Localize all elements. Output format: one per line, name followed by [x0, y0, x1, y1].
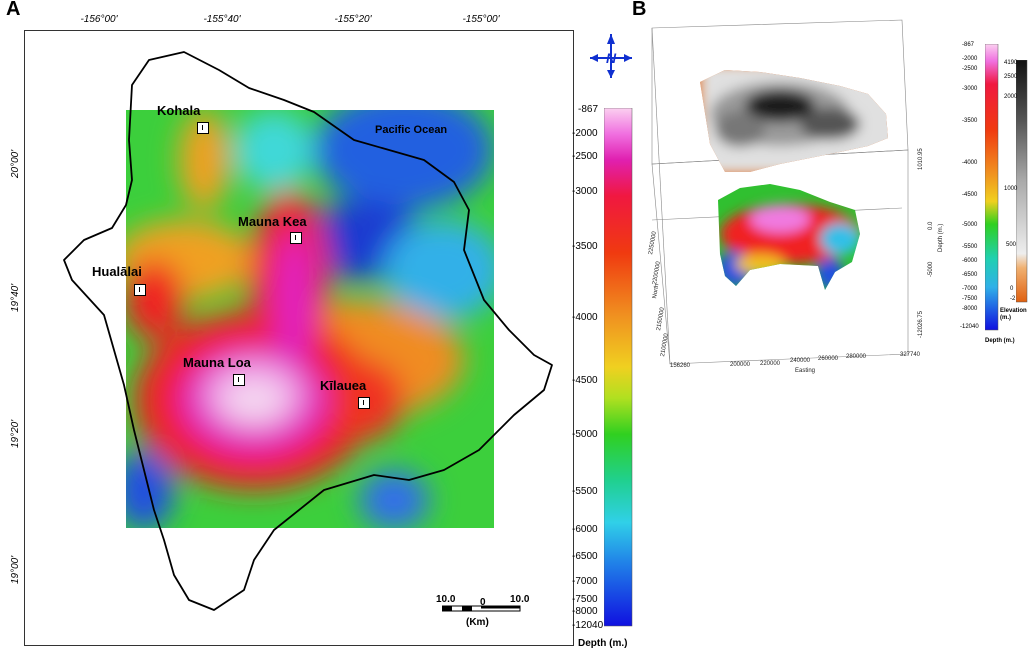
depth-tick: -12026.75	[918, 310, 924, 338]
colorbar-label: -3500	[572, 241, 598, 252]
colorbar-label: -3000	[572, 186, 598, 197]
colorbar-b-label: -7500	[962, 296, 978, 302]
colorbar-b-label: -2500	[962, 66, 978, 72]
lon-tick: -155°00'	[462, 14, 500, 25]
elevation-label: 0	[1010, 286, 1014, 292]
map-frame	[24, 30, 574, 646]
colorbar-label: -2500	[572, 151, 598, 162]
lon-tick: -155°20'	[334, 14, 372, 25]
colorbar-b-label: -6500	[962, 272, 978, 278]
scale-bar	[442, 605, 521, 612]
easting-tick: 156260	[670, 363, 691, 369]
volcano-marker	[134, 284, 146, 296]
north-label: N	[606, 50, 617, 66]
scale-bar-mid: 0	[480, 597, 486, 608]
elevation-colorbar	[1016, 60, 1028, 303]
colorbar-label: -7000	[572, 576, 598, 587]
elevation-label: 2500	[1004, 74, 1018, 80]
colorbar-label: -5500	[572, 486, 598, 497]
elevation-label: -2	[1010, 296, 1016, 302]
depth-tick: 1010.95	[918, 148, 924, 170]
depth-tick: 0.0	[928, 221, 934, 230]
panel-a-label: A	[6, 0, 21, 20]
colorbar-b-label: -3000	[962, 86, 978, 92]
colorbar-b-label: -4500	[962, 192, 978, 198]
colorbar-label: -6000	[572, 524, 598, 535]
label-mauna-kea: Mauna Kea	[238, 214, 307, 229]
colorbar-b-label: -4000	[962, 160, 978, 166]
easting-tick: 200000	[730, 362, 751, 368]
easting-tick: 260000	[818, 356, 839, 362]
lat-tick: 19°40'	[10, 283, 21, 312]
colorbar-b-label: -3500	[962, 118, 978, 124]
scale-bar-right: 10.0	[510, 594, 530, 605]
easting-tick: 280000	[846, 354, 867, 360]
colorbar-label: -5000	[572, 429, 598, 440]
colorbar-b-label: -5000	[962, 222, 978, 228]
easting-tick: 240000	[790, 358, 811, 364]
label-hualalai: Hualālai	[92, 264, 142, 279]
depth-colorbar	[604, 108, 633, 627]
lat-tick: 19°00'	[10, 555, 21, 584]
colorbar-b-label: -2000	[962, 56, 978, 62]
colorbar-label: -7500	[572, 594, 598, 605]
colorbar-b-label: -5500	[962, 244, 978, 250]
label-kilauea: Kīlauea	[320, 378, 367, 393]
colorbar-label: -4000	[572, 312, 598, 323]
label-mauna-loa: Mauna Loa	[183, 355, 251, 370]
colorbar-label: -867	[578, 104, 599, 115]
colorbar-label: -8000	[572, 606, 598, 617]
label-pacific-ocean: Pacific Ocean	[375, 124, 448, 136]
colorbar-label: -6500	[572, 551, 598, 562]
colorbar-title: Depth (m.)	[578, 638, 628, 649]
lat-tick: 20°00'	[10, 149, 21, 178]
lon-tick: -155°40'	[203, 14, 241, 25]
colorbar-b-label: -6000	[962, 258, 978, 264]
volcano-marker	[233, 374, 245, 386]
elevation-label: 4190	[1004, 60, 1018, 66]
easting-tick: 327740	[900, 352, 921, 358]
easting-tick: 220000	[760, 361, 781, 367]
elevation-title: Elevation (m.)	[1000, 308, 1027, 321]
colorbar-b-label: -7000	[962, 286, 978, 292]
elevation-label: 1000	[1004, 186, 1018, 192]
lon-tick: -156°00'	[80, 14, 118, 25]
volcano-marker	[290, 232, 302, 244]
depth-colorbar-b	[985, 44, 999, 331]
block-diagram-3d	[651, 19, 909, 365]
elevation-label: 500	[1006, 242, 1017, 248]
volcano-marker	[358, 397, 370, 409]
colorbar-b-label: -8000	[962, 306, 978, 312]
colorbar-label: -12040	[572, 620, 604, 631]
label-kohala: Kohala	[157, 103, 201, 118]
scale-bar-left: 10.0	[436, 594, 456, 605]
colorbar-label: -4500	[572, 375, 598, 386]
colorbar-b-label: -12040	[960, 324, 979, 330]
colorbar-b-label: -867	[962, 42, 975, 48]
volcano-marker	[197, 122, 209, 134]
depth-map	[63, 51, 553, 611]
scale-bar-unit: (Km)	[466, 617, 489, 628]
north-arrow-icon: N	[590, 34, 632, 78]
panel-b-label: B	[632, 0, 647, 20]
elevation-label: 2000	[1004, 94, 1018, 100]
depth-tick: -5000	[928, 261, 934, 277]
colorbar-label: -2000	[572, 128, 598, 139]
depth-axis-label: Depth (m.)	[938, 223, 944, 252]
colorbar-b-title: Depth (m.)	[985, 338, 1015, 344]
easting-label: Easting	[795, 368, 816, 374]
lat-tick: 19°20'	[10, 419, 21, 448]
